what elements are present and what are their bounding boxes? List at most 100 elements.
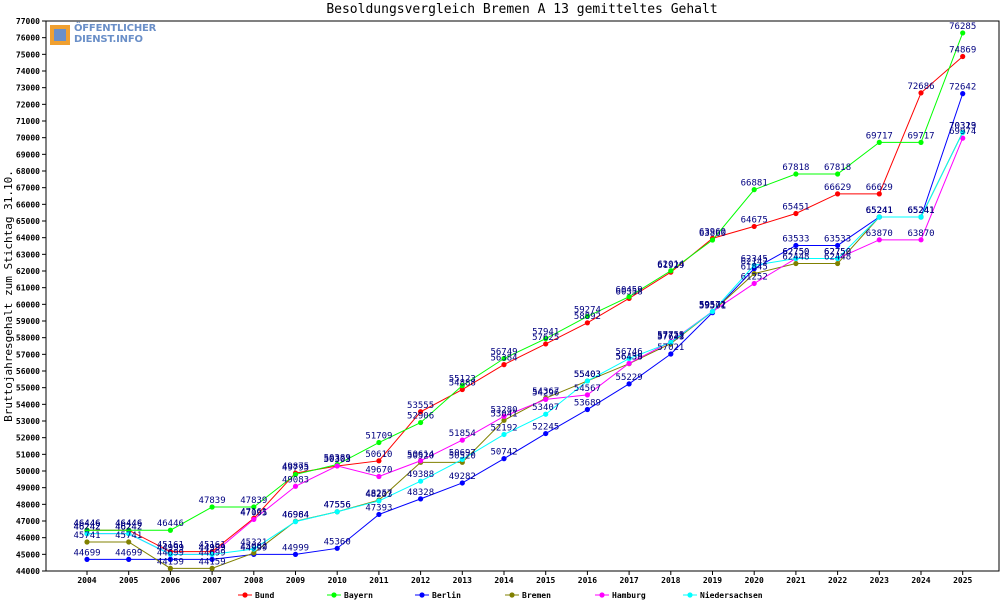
data-label-niedersachsen: 59572 bbox=[699, 300, 726, 310]
y-tick-label: 54000 bbox=[16, 400, 40, 409]
data-label-bayern: 52906 bbox=[407, 412, 434, 422]
data-point-bayern bbox=[418, 419, 424, 426]
data-label-hamburg: 46242 bbox=[115, 523, 142, 533]
data-point-hamburg bbox=[543, 396, 549, 402]
legend-marker-hamburg bbox=[599, 592, 605, 598]
data-label-bayern: 46446 bbox=[115, 519, 142, 529]
data-label-bayern: 47839 bbox=[199, 496, 226, 506]
x-tick-label: 2005 bbox=[119, 576, 138, 585]
data-label-hamburg: 50303 bbox=[324, 455, 351, 465]
data-label-bund: 53555 bbox=[407, 401, 434, 411]
data-label-bund: 45161 bbox=[157, 541, 184, 551]
data-point-berlin bbox=[292, 551, 299, 557]
x-tick-label: 2007 bbox=[202, 576, 221, 585]
data-point-niedersachsen bbox=[751, 262, 757, 268]
data-label-bayern: 49795 bbox=[282, 463, 309, 473]
legend-marker-berlin bbox=[419, 592, 425, 598]
data-label-bremen: 45082 bbox=[240, 542, 267, 552]
data-label-bayern: 67818 bbox=[824, 163, 851, 173]
data-point-bayern bbox=[876, 139, 882, 145]
legend: Bund Bayern Berlin Bremen Hamburg Niedersachs… bbox=[238, 590, 763, 600]
data-point-niedersachsen bbox=[376, 498, 382, 504]
data-point-niedersachsen bbox=[459, 456, 465, 462]
data-label-bayern: 63860 bbox=[699, 229, 726, 239]
data-label-bund: 49875 bbox=[282, 462, 309, 472]
data-label-bayern: 46446 bbox=[157, 519, 184, 529]
data-point-berlin bbox=[793, 242, 799, 249]
y-tick-label: 71000 bbox=[16, 117, 40, 126]
data-label-bund: 72686 bbox=[907, 82, 934, 92]
legend-label-hamburg: Hamburg bbox=[612, 591, 646, 600]
data-point-berlin bbox=[126, 556, 132, 562]
y-tick-label: 65000 bbox=[16, 217, 40, 226]
data-point-bund bbox=[960, 53, 966, 60]
x-tick-label: 2008 bbox=[244, 576, 263, 585]
x-tick-label: 2025 bbox=[953, 576, 972, 585]
y-axis-label: Bruttojahresgehalt zum Stichtag 31.10. bbox=[2, 170, 15, 422]
y-tick-label: 59000 bbox=[16, 317, 40, 326]
data-label-hamburg: 50614 bbox=[407, 450, 434, 460]
data-point-niedersachsen bbox=[167, 551, 173, 557]
data-label-bund: 66629 bbox=[824, 183, 851, 193]
data-point-hamburg bbox=[376, 473, 382, 480]
site-logo: ÖFFENTLICHER DIENST.INFO bbox=[50, 23, 161, 47]
data-label-niedersachsen: 46242 bbox=[115, 523, 142, 533]
data-point-hamburg bbox=[501, 413, 507, 419]
data-point-bayern bbox=[626, 294, 632, 300]
data-point-niedersachsen bbox=[126, 531, 132, 537]
data-label-berlin: 49282 bbox=[449, 472, 476, 482]
data-label-bund: 46446 bbox=[73, 519, 100, 529]
data-label-bremen: 65241 bbox=[866, 206, 893, 216]
data-point-hamburg bbox=[626, 360, 632, 366]
data-label-bund: 60358 bbox=[616, 287, 643, 297]
data-label-bund: 50303 bbox=[324, 455, 351, 465]
series-layer bbox=[84, 30, 966, 571]
data-label-bremen: 45741 bbox=[73, 531, 100, 541]
data-label-bremen: 50520 bbox=[407, 451, 434, 461]
data-label-hamburg: 69974 bbox=[949, 127, 976, 137]
data-point-berlin bbox=[835, 242, 841, 249]
data-label-niedersachsen: 55403 bbox=[574, 370, 601, 380]
series-line-bremen bbox=[87, 132, 964, 569]
x-tick-label: 2022 bbox=[828, 576, 847, 585]
data-label-bayern: 66881 bbox=[741, 179, 768, 189]
data-label-berlin: 57021 bbox=[657, 343, 684, 353]
data-point-hamburg bbox=[584, 392, 591, 398]
data-label-hamburg: 56459 bbox=[616, 352, 643, 362]
y-tick-label: 45000 bbox=[16, 550, 40, 559]
data-point-bund bbox=[584, 320, 591, 326]
data-label-bund: 54888 bbox=[449, 379, 476, 389]
data-label-berlin: 65241 bbox=[866, 206, 893, 216]
x-tick-label: 2024 bbox=[911, 576, 930, 585]
y-tick-label: 67000 bbox=[16, 184, 40, 193]
x-tick-label: 2017 bbox=[619, 576, 638, 585]
data-label-niedersachsen: 44999 bbox=[157, 543, 184, 553]
x-tick-label: 2021 bbox=[786, 576, 805, 585]
series-line-berlin bbox=[87, 93, 964, 560]
data-label-bund: 58892 bbox=[574, 312, 601, 322]
data-label-bund: 56384 bbox=[490, 354, 517, 364]
data-label-bayern: 69717 bbox=[907, 131, 934, 141]
data-point-bayern bbox=[209, 504, 215, 510]
data-label-bund: 47161 bbox=[240, 507, 267, 517]
x-tick-label: 2006 bbox=[161, 576, 180, 585]
data-point-bremen bbox=[793, 260, 799, 267]
data-label-berlin: 63533 bbox=[824, 234, 851, 244]
x-tick-label: 2012 bbox=[411, 576, 430, 585]
data-point-niedersachsen bbox=[334, 509, 340, 515]
data-label-niedersachsen: 49388 bbox=[407, 470, 434, 480]
data-point-bayern bbox=[918, 139, 924, 145]
data-point-bayern bbox=[501, 355, 507, 362]
series-line-bund bbox=[87, 56, 964, 553]
legend-label-bund: Bund bbox=[255, 591, 274, 600]
data-point-bund bbox=[751, 223, 757, 230]
data-label-bremen: 59572 bbox=[699, 300, 726, 310]
data-label-bremen: 46984 bbox=[282, 510, 309, 520]
data-point-bund bbox=[793, 210, 799, 217]
y-tick-label: 66000 bbox=[16, 200, 40, 209]
y-tick-label: 73000 bbox=[16, 84, 40, 93]
data-label-hamburg: 51854 bbox=[449, 429, 476, 439]
data-point-bayern bbox=[167, 527, 173, 533]
y-tick-label: 47000 bbox=[16, 517, 40, 526]
data-label-berlin: 55229 bbox=[616, 373, 643, 383]
